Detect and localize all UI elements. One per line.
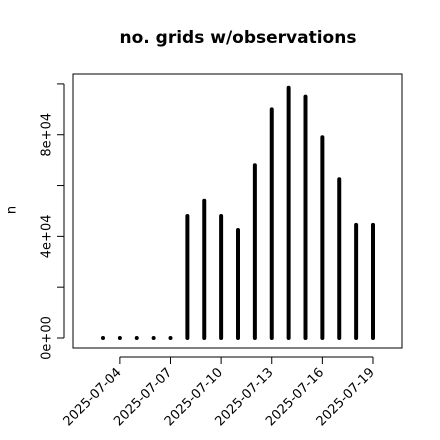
chart-title: no. grids w/observations (120, 28, 357, 48)
y-axis-label: n (5, 206, 20, 214)
y-tick-label: 8e+04 (40, 113, 55, 157)
y-tick-label: 0e+00 (40, 316, 55, 360)
y-tick-label: 4e+04 (40, 214, 55, 258)
plot-frame (72, 73, 403, 349)
